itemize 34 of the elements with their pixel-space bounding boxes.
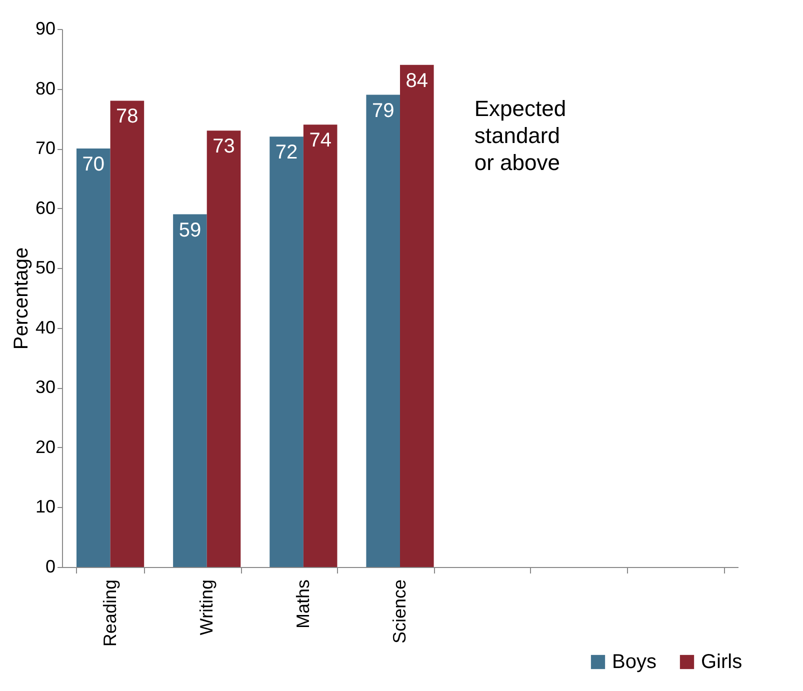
y-tick-label: 80 [35,78,56,98]
x-tick-label: Science [390,580,410,644]
y-tick-label: 30 [35,377,56,398]
y-tick-label: 10 [35,496,56,517]
y-tick-label: 90 [35,18,56,38]
y-axis-title: Percentage [10,247,32,350]
bar [110,100,144,567]
bar [400,64,434,567]
bar [303,124,338,567]
data-label: 73 [212,136,235,158]
y-tick-label: 60 [35,198,56,218]
data-label: 79 [372,100,394,122]
y-tick-label: 70 [35,138,56,158]
bar [173,214,207,567]
y-tick-label: 50 [35,258,56,278]
x-tick-label: Reading [100,580,120,647]
data-label: 59 [178,219,202,242]
data-label: 74 [309,130,332,152]
data-label: 70 [82,154,105,176]
bar [206,130,241,567]
bar [366,94,400,567]
data-label: 72 [275,142,298,164]
data-label: 78 [116,106,138,128]
bar [76,148,110,567]
annotation: Expected standard or above [474,96,566,175]
y-tick-label: 20 [35,436,56,457]
x-tick-label: Maths [292,580,313,629]
bar [270,136,304,567]
legend-label: Boys [612,651,656,673]
y-tick-label: 0 [45,556,56,576]
data-label: 84 [406,70,428,92]
x-tick-label: Writing [196,580,216,636]
legend-label: Girls [701,651,742,673]
y-tick-label: 40 [35,317,56,338]
